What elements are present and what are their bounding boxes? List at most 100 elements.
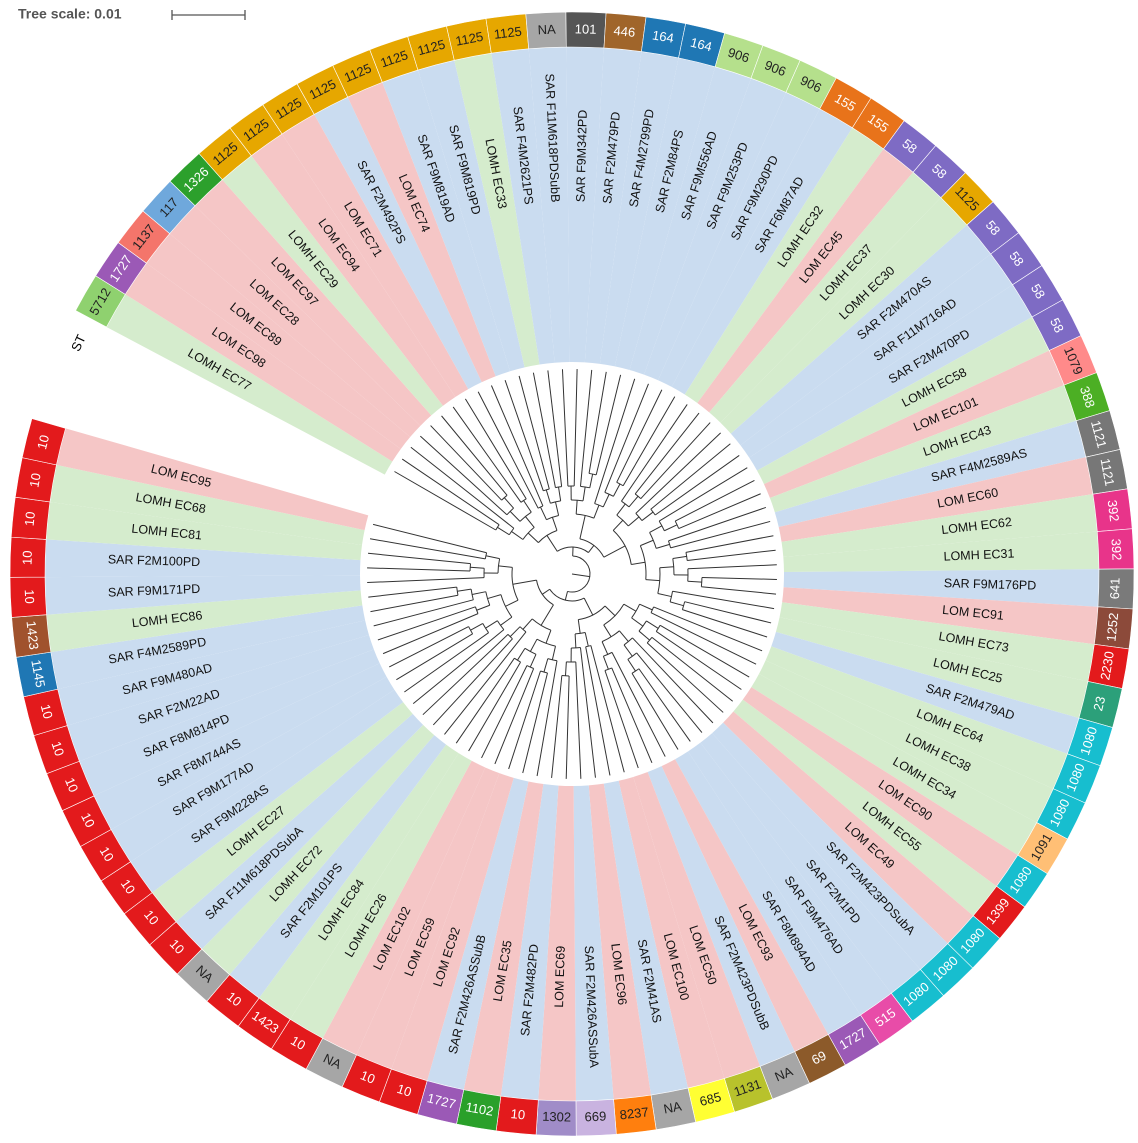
tree-branch xyxy=(585,646,611,776)
tree-branch xyxy=(654,455,740,516)
leaf-background xyxy=(723,711,974,944)
leaf-background xyxy=(79,649,380,796)
leaf-label: SAR F2M100PD xyxy=(108,552,201,569)
tree-branch xyxy=(593,504,600,519)
tree-branch xyxy=(532,372,556,488)
tree-branch xyxy=(579,647,596,778)
st-label: 906 xyxy=(762,57,788,79)
tree-branch xyxy=(551,675,563,779)
tree-branch xyxy=(564,661,567,676)
leaf-background xyxy=(382,70,511,377)
tree-branch xyxy=(565,675,570,779)
st-label: 1423 xyxy=(23,620,41,650)
tree-branch xyxy=(430,425,502,501)
tree-branch xyxy=(573,369,578,487)
tree-branch xyxy=(628,495,639,508)
st-label: 10 xyxy=(78,810,98,830)
tree-branch xyxy=(658,520,665,531)
st-label: 1102 xyxy=(464,1099,494,1119)
st-label: 23 xyxy=(1090,695,1108,713)
tree-branch xyxy=(616,503,626,516)
tree-branch xyxy=(616,389,663,483)
tree-branch xyxy=(452,406,522,503)
leaf-background xyxy=(644,78,786,381)
tree-branch xyxy=(542,588,550,595)
tree-branch xyxy=(583,597,594,616)
tree-branch xyxy=(616,481,624,487)
leaf-background xyxy=(46,501,362,561)
tree-branch xyxy=(369,538,486,560)
leaf-label: LOMH EC31 xyxy=(943,546,1014,563)
tree-branch xyxy=(646,642,724,713)
tree-branch xyxy=(657,567,661,594)
tree-branch xyxy=(561,369,569,487)
leaf-background xyxy=(774,420,1086,527)
tree-branch xyxy=(684,601,772,624)
tree-branch xyxy=(631,617,644,627)
tree-branch xyxy=(517,648,526,661)
tree-branch xyxy=(520,498,527,503)
tree-branch xyxy=(477,391,539,509)
tree-branch xyxy=(518,375,550,490)
leaf-background xyxy=(757,316,1050,485)
leaf-background xyxy=(45,575,361,615)
tree-branch xyxy=(554,501,560,516)
tree-branch xyxy=(672,558,675,575)
st-header: ST xyxy=(68,332,89,353)
tree-branch xyxy=(588,472,597,476)
tree-branch xyxy=(373,599,474,627)
tree-branch xyxy=(422,634,509,716)
tree-branch xyxy=(498,565,513,568)
leaf-background xyxy=(391,773,514,1081)
scale-bar xyxy=(171,10,246,20)
st-label: 392 xyxy=(1105,499,1122,522)
st-label: 1252 xyxy=(1103,612,1121,642)
tree-branch xyxy=(545,489,551,504)
tree-branch xyxy=(540,604,554,626)
tree-branch xyxy=(575,661,582,779)
tree-branch xyxy=(657,592,672,598)
leaf-background xyxy=(491,48,555,365)
leaf-background xyxy=(195,179,432,426)
tree-branch xyxy=(611,652,666,757)
tree-branch xyxy=(636,652,703,733)
leaf-label: SAR F9M171PD xyxy=(108,582,201,600)
st-label: 10 xyxy=(19,550,34,565)
tree-branch xyxy=(470,566,485,569)
tree-branch xyxy=(571,573,590,578)
tree-branch xyxy=(522,618,533,630)
leaf-background xyxy=(50,605,366,690)
tree-branch xyxy=(410,446,515,529)
leaf-background xyxy=(201,724,435,975)
leaf-background xyxy=(322,760,486,1055)
tree-branch xyxy=(412,629,505,705)
tree-branch xyxy=(670,520,771,549)
leaf-background xyxy=(658,92,820,387)
leaf-background xyxy=(740,254,1013,458)
tree-branch xyxy=(582,486,586,501)
leaf-background xyxy=(106,294,393,475)
st-label: 10 xyxy=(288,1033,308,1053)
tree-branch xyxy=(595,374,622,476)
tree-branch xyxy=(635,432,721,514)
tree-branch xyxy=(650,508,656,516)
tree-branch xyxy=(612,483,621,497)
tree-branch xyxy=(490,385,544,507)
tree-branch xyxy=(579,515,586,539)
st-label: 10 xyxy=(26,472,43,489)
tree-branch xyxy=(575,500,578,515)
leaf-label: SAR F11M618PDSubB xyxy=(542,73,562,203)
st-label: 2230 xyxy=(1097,650,1117,681)
tree-branch xyxy=(487,594,502,600)
tree-branch xyxy=(551,517,558,531)
leaf-background xyxy=(584,47,642,364)
tree-branch xyxy=(640,539,654,547)
tree-branch xyxy=(669,601,684,607)
leaf-background xyxy=(661,759,829,1052)
tree-branch xyxy=(650,612,757,665)
tree-branch xyxy=(519,626,527,633)
tree-branch xyxy=(623,644,633,657)
tree-branch xyxy=(470,623,484,631)
leaf-background xyxy=(125,263,401,462)
tree-branch xyxy=(367,567,471,572)
